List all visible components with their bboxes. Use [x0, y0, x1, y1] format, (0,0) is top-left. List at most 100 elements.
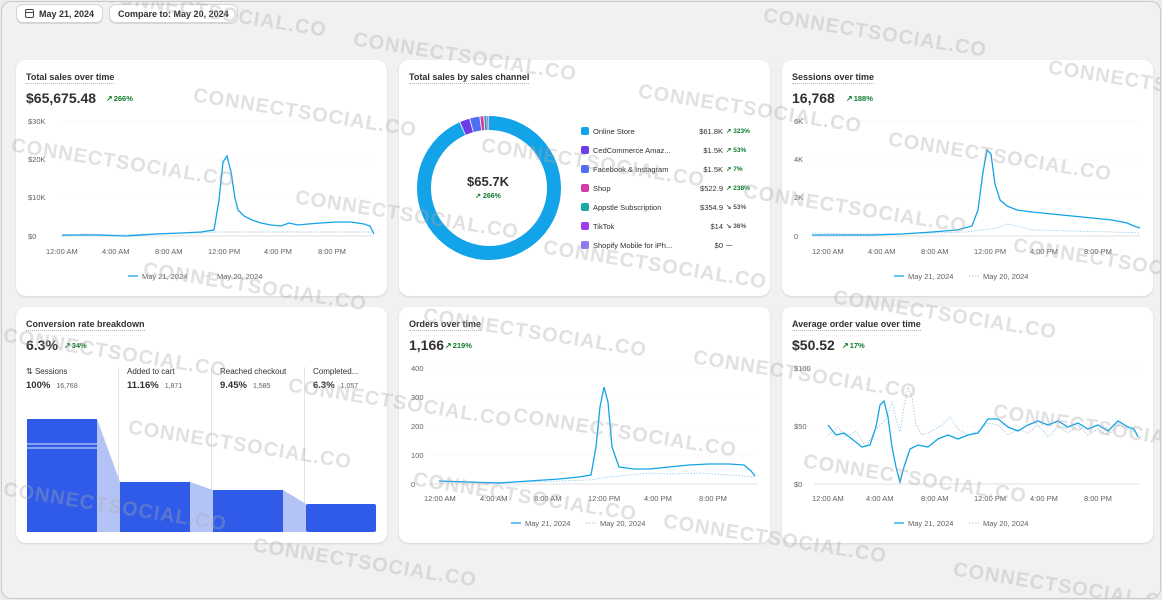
- y-tick: 0: [411, 480, 415, 489]
- funnel-bar-completed: [306, 504, 376, 532]
- card-title[interactable]: Total sales by sales channel: [409, 72, 530, 84]
- total-sales-chart: $30K $20K $10K $0 12:00 AM 4:00 AM 8:00 …: [28, 117, 375, 281]
- calendar-icon: [25, 9, 34, 18]
- x-tick: 8:00 AM: [534, 494, 562, 503]
- date-toolbar: May 21, 2024 Compare to: May 20, 2024: [16, 4, 238, 23]
- y-tick: $0: [28, 232, 36, 241]
- y-tick: 200: [411, 422, 424, 431]
- channel-row[interactable]: Shopify Mobile for iPh... $0 —: [581, 238, 756, 252]
- orders-card[interactable]: Orders over time 1,166 ↗219% 400 300 200…: [399, 307, 770, 543]
- swatch-icon: [581, 146, 589, 154]
- x-tick: 12:00 AM: [424, 494, 456, 503]
- donut-delta: ↗ 266%: [475, 193, 501, 200]
- funnel-stage[interactable]: Completed... 6.3% 1,057: [313, 367, 359, 391]
- channel-row[interactable]: Shop $522.9 ↗ 238%: [581, 181, 756, 195]
- x-tick: 4:00 PM: [1030, 494, 1058, 503]
- channel-row[interactable]: Online Store $61.8K ↗ 323%: [581, 124, 756, 138]
- channel-row[interactable]: Appstle Subscription $354.9 ↘ 53%: [581, 200, 756, 214]
- previous-series-line: [811, 223, 1141, 235]
- x-tick: 8:00 PM: [699, 494, 727, 503]
- y-tick: $0: [794, 480, 802, 489]
- legend-previous: May 20, 2024: [983, 272, 1028, 281]
- x-tick: 12:00 AM: [812, 494, 844, 503]
- total-sales-card[interactable]: Total sales over time $65,675.48 ↗266% $…: [16, 60, 387, 296]
- arrow-up-right-icon: ↗: [106, 94, 113, 103]
- x-tick: 12:00 AM: [46, 247, 78, 256]
- x-tick: 12:00 PM: [974, 247, 1006, 256]
- card-value: 16,768: [792, 90, 835, 106]
- x-tick: 8:00 PM: [1084, 247, 1112, 256]
- funnel-stage[interactable]: ⇅ Sessions 100% 16,768: [26, 367, 78, 391]
- x-tick: 4:00 AM: [480, 494, 508, 503]
- x-tick: 4:00 PM: [1030, 247, 1058, 256]
- x-tick: 12:00 PM: [208, 247, 240, 256]
- x-tick: 12:00 PM: [588, 494, 620, 503]
- watermark: CONNECTSOCIAL.CO: [951, 558, 1161, 599]
- sessions-icon: ⇅: [26, 367, 35, 376]
- donut-segment-online-store: [417, 116, 561, 260]
- sales-channel-card[interactable]: Total sales by sales channel $65.7K ↗ 26…: [399, 60, 770, 296]
- x-tick: 4:00 AM: [102, 247, 130, 256]
- arrow-up-right-icon: ↗: [445, 341, 452, 350]
- arrow-up-right-icon: ↗: [64, 341, 71, 350]
- date-picker-button[interactable]: May 21, 2024: [16, 4, 104, 23]
- channel-row[interactable]: TikTok $14 ↘ 36%: [581, 219, 756, 233]
- y-tick: $30K: [28, 117, 46, 126]
- donut-total-value: $65.7K: [467, 174, 509, 189]
- swatch-icon: [581, 184, 589, 192]
- divider: [211, 367, 212, 527]
- compare-date-button[interactable]: Compare to: May 20, 2024: [109, 4, 238, 23]
- funnel-bar-sessions: [27, 419, 97, 532]
- date-label: May 21, 2024: [39, 8, 95, 19]
- x-tick: 8:00 AM: [921, 494, 949, 503]
- funnel-stage[interactable]: Reached checkout 9.45% 1,585: [220, 367, 287, 391]
- swatch-icon: [581, 241, 589, 249]
- legend-current: May 21, 2024: [908, 272, 953, 281]
- funnel-stage[interactable]: Added to cart 11.16% 1,871: [127, 367, 183, 391]
- conversion-funnel-chart: [27, 419, 376, 532]
- delta-badge: ↗34%: [64, 341, 87, 350]
- swatch-icon: [581, 203, 589, 211]
- x-tick: 8:00 AM: [155, 247, 183, 256]
- x-tick: 8:00 PM: [1084, 494, 1112, 503]
- y-tick: 300: [411, 393, 424, 402]
- y-tick: $10K: [28, 193, 46, 202]
- arrow-up-right-icon: ↗: [842, 341, 849, 350]
- y-tick: $100: [794, 364, 811, 373]
- y-tick: 100: [411, 451, 424, 460]
- card-title[interactable]: Sessions over time: [792, 72, 875, 84]
- aov-card[interactable]: Average order value over time $50.52 ↗17…: [782, 307, 1153, 543]
- x-tick: 12:00 AM: [812, 247, 844, 256]
- card-title[interactable]: Total sales over time: [26, 72, 115, 84]
- legend-current: May 21, 2024: [908, 519, 953, 528]
- arrow-up-right-icon: ↗: [475, 193, 483, 200]
- funnel-connector: [97, 419, 120, 532]
- x-tick: 8:00 AM: [921, 247, 949, 256]
- conversion-card[interactable]: Conversion rate breakdown 6.3% ↗34% ⇅ Se…: [16, 307, 387, 543]
- card-title[interactable]: Average order value over time: [792, 319, 921, 331]
- card-value: $65,675.48: [26, 90, 97, 106]
- card-title[interactable]: Conversion rate breakdown: [26, 319, 145, 331]
- delta-badge: ↗266%: [106, 94, 133, 103]
- y-tick: 2K: [794, 193, 803, 202]
- current-series-line: [827, 399, 1139, 485]
- channel-row[interactable]: CedCommerce Amaz... $1.5K ↗ 53%: [581, 143, 756, 157]
- sessions-card[interactable]: Sessions over time 16,768 ↗188% 6K 4K 2K…: [782, 60, 1153, 296]
- y-tick: 0: [794, 232, 798, 241]
- previous-series-line: [827, 385, 1139, 448]
- delta-badge: ↗17%: [842, 341, 865, 350]
- card-title[interactable]: Orders over time: [409, 319, 482, 331]
- sessions-chart: 6K 4K 2K 0 12:00 AM 4:00 AM 8:00 AM 12:0…: [794, 117, 1141, 281]
- x-tick: 4:00 AM: [868, 247, 896, 256]
- watermark: CONNECTSOCIAL.CO: [761, 4, 989, 62]
- swatch-icon: [581, 127, 589, 135]
- card-value: 1,166: [409, 337, 445, 353]
- channel-row[interactable]: Facebook & Instagram $1.5K ↗ 7%: [581, 162, 756, 176]
- x-tick: 4:00 PM: [264, 247, 292, 256]
- y-tick: $20K: [28, 155, 46, 164]
- funnel-bar-added-to-cart: [120, 482, 190, 532]
- current-series-line: [62, 154, 375, 237]
- legend-previous: May 20, 2024: [600, 519, 645, 528]
- current-series-line: [812, 148, 1141, 236]
